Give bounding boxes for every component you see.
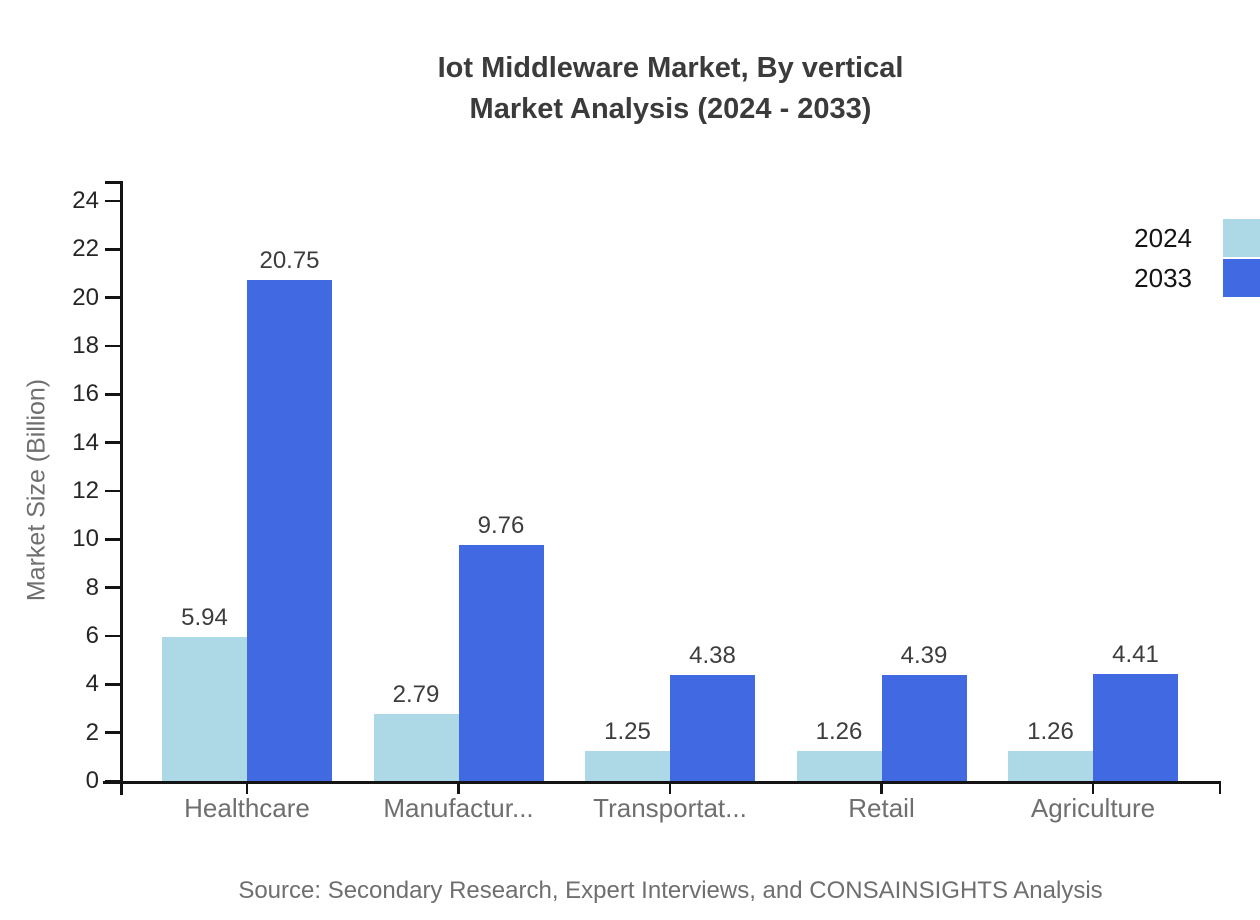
bar-2024-agriculture (1008, 750, 1093, 781)
bar-2033-transportat (670, 675, 755, 781)
source-note: Source: Secondary Research, Expert Inter… (238, 877, 1103, 904)
chart-title: Iot Middleware Market, By vertical Marke… (120, 48, 1221, 130)
y-tick-label: 6 (85, 622, 99, 649)
value-label: 9.76 (477, 512, 525, 540)
y-tick (105, 683, 120, 686)
bar-2024-manufactur (373, 713, 459, 781)
y-tick-label: 16 (72, 380, 99, 408)
x-tick (668, 781, 672, 794)
y-tick (105, 779, 120, 783)
y-tick-label: 24 (72, 187, 99, 214)
legend-label: 2024 (1134, 222, 1192, 253)
x-tick (880, 781, 883, 794)
x-tick (245, 781, 249, 794)
bar-2033-retail (881, 674, 967, 781)
y-tick-label: 14 (72, 428, 99, 456)
y-tick-label: 22 (72, 235, 99, 263)
category-label: Manufactur... (383, 793, 534, 823)
x-tick (457, 781, 460, 794)
value-label: 1.25 (604, 717, 651, 745)
legend: 2024 2033 (1134, 219, 1260, 297)
legend-item-2024: 2024 (1134, 219, 1260, 257)
category-label: Agriculture (1030, 793, 1156, 823)
x-axis-end-tick (1218, 781, 1221, 794)
bar-2033-healthcare (247, 279, 332, 781)
category-label: Retail (848, 793, 915, 823)
y-tick-label: 18 (72, 332, 99, 359)
y-tick (105, 586, 120, 589)
value-label: 1.26 (815, 717, 863, 745)
y-tick (105, 296, 120, 299)
y-axis-end-tick (105, 181, 120, 184)
legend-swatch (1223, 219, 1260, 257)
x-tick (1091, 781, 1095, 794)
y-tick (105, 344, 120, 348)
value-label: 5.94 (181, 604, 228, 632)
y-tick (105, 393, 120, 396)
value-label: 4.38 (689, 642, 736, 670)
y-tick (105, 731, 120, 734)
category-label: Transportat... (593, 793, 747, 823)
y-tick-label: 4 (85, 670, 99, 698)
y-tick-label: 20 (72, 283, 99, 311)
y-tick-label: 2 (85, 718, 99, 746)
y-tick (105, 538, 120, 541)
y-tick-label: 0 (85, 767, 99, 794)
value-label: 1.26 (1027, 717, 1074, 745)
bar-2024-healthcare (162, 637, 247, 781)
value-label: 20.75 (259, 246, 320, 274)
x-axis-spine (103, 781, 1221, 784)
bar-2033-manufactur (458, 545, 544, 781)
chart-title-line2: Market Analysis (2024 - 2033) (469, 93, 872, 125)
value-label: 2.79 (392, 680, 440, 708)
chart-title-line1: Iot Middleware Market, By vertical (437, 52, 904, 84)
y-tick (105, 634, 120, 638)
y-axis-spine (120, 181, 123, 795)
y-tick-label: 12 (72, 477, 99, 504)
legend-item-2033: 2033 (1134, 259, 1260, 297)
category-label: Healthcare (184, 793, 310, 823)
y-tick-label: 10 (72, 525, 99, 553)
value-label: 4.41 (1112, 641, 1159, 669)
bar-2024-transportat (585, 750, 670, 781)
y-tick-label: 8 (85, 573, 99, 601)
bar-2033-agriculture (1093, 674, 1178, 781)
legend-label: 2033 (1134, 262, 1192, 293)
y-tick (105, 441, 120, 444)
y-tick (105, 489, 120, 493)
y-tick (105, 248, 120, 251)
legend-swatch (1223, 259, 1260, 297)
y-tick (105, 199, 120, 203)
value-label: 4.39 (900, 641, 948, 669)
bar-2024-retail (796, 750, 882, 781)
